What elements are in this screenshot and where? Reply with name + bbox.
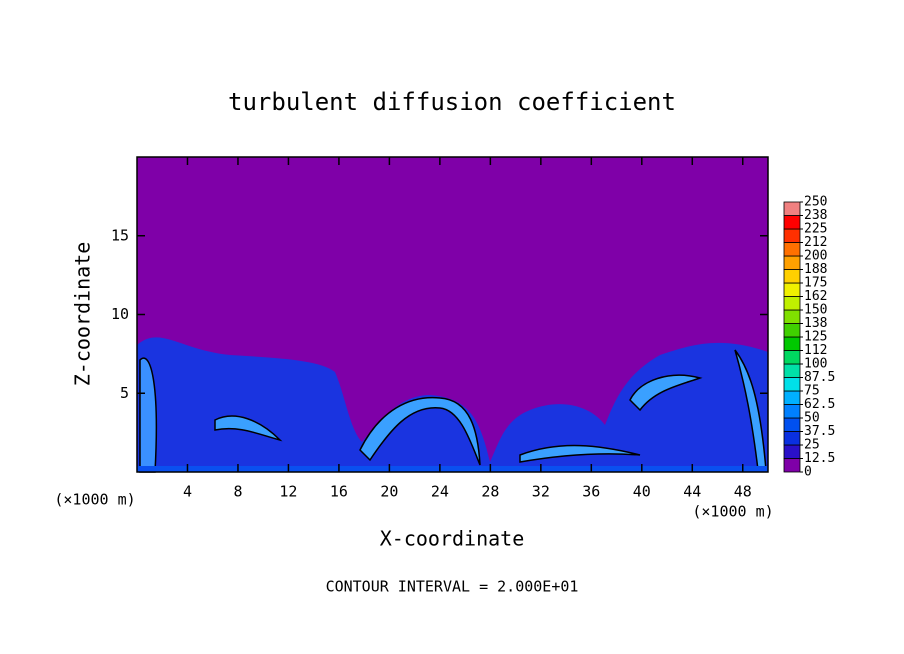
colorbar-segment: [783, 377, 801, 392]
field-region: [137, 466, 768, 472]
y-tick-label: 10: [111, 305, 129, 323]
y-axis-title: Z-coordinate: [71, 242, 95, 387]
colorbar-label: 225: [804, 222, 827, 237]
x-tick-label: 36: [582, 483, 600, 501]
x-tick-label: 4: [183, 483, 192, 501]
colorbar-segment: [783, 228, 801, 243]
colorbar-label: 75: [804, 384, 820, 399]
colorbar-label: 150: [804, 303, 827, 318]
x-tick-label: 16: [330, 483, 348, 501]
colorbar-label: 175: [804, 276, 827, 291]
colorbar-segment: [783, 255, 801, 270]
x-axis-title: X-coordinate: [380, 527, 525, 551]
y-unit-label: (×1000 m): [54, 491, 135, 509]
colorbar-label: 162: [804, 289, 827, 304]
colorbar-segment: [783, 417, 801, 432]
field-region: [629, 374, 703, 412]
colorbar-segment: [783, 350, 801, 365]
colorbar-label: 0: [804, 465, 812, 480]
field-region: [214, 415, 283, 442]
colorbar-segment: [783, 215, 801, 230]
colorbar-segment: [783, 444, 801, 459]
chart-title: turbulent diffusion coefficient: [228, 88, 676, 116]
x-tick-label: 48: [734, 483, 752, 501]
colorbar-segment: [783, 336, 801, 351]
colorbar-segment: [783, 282, 801, 297]
x-tick-label: 8: [233, 483, 242, 501]
colorbar-label: 25: [804, 438, 820, 453]
x-tick-label: 40: [633, 483, 651, 501]
y-tick-label: 15: [111, 226, 129, 244]
colorbar-segment: [783, 390, 801, 405]
colorbar-segment: [783, 363, 801, 378]
colorbar-segment: [783, 269, 801, 284]
colorbar-label: 200: [804, 249, 827, 264]
colorbar-label: 50: [804, 411, 820, 426]
field-pattern: [137, 337, 768, 473]
colorbar-label: 62.5: [804, 397, 835, 412]
colorbar-label: 212: [804, 235, 827, 250]
field-region: [519, 444, 641, 463]
colorbar-segment: [783, 431, 801, 446]
colorbar-label: 138: [804, 316, 827, 331]
colorbar-label: 238: [804, 208, 827, 223]
colorbar-label: 112: [804, 343, 827, 358]
x-tick-label: 28: [481, 483, 499, 501]
colorbar-label: 250: [804, 195, 827, 210]
colorbar-segment: [783, 201, 801, 216]
colorbar-segment: [783, 242, 801, 257]
x-tick-label: 44: [683, 483, 701, 501]
colorbar-segment: [783, 404, 801, 419]
x-tick-label: 24: [431, 483, 449, 501]
colorbar-segment: [783, 309, 801, 324]
colorbar-segment: [783, 296, 801, 311]
y-tick-label: 5: [120, 384, 129, 402]
field-region: [359, 396, 481, 466]
colorbar-segment: [783, 323, 801, 338]
x-tick-label: 12: [279, 483, 297, 501]
colorbar-label: 125: [804, 330, 827, 345]
colorbar-label: 37.5: [804, 424, 835, 439]
x-tick-label: 20: [380, 483, 398, 501]
footnote: CONTOUR INTERVAL = 2.000E+01: [326, 578, 579, 596]
x-tick-label: 32: [532, 483, 550, 501]
colorbar-segment: [783, 458, 801, 473]
colorbar-label: 87.5: [804, 370, 835, 385]
colorbar-label: 188: [804, 262, 827, 277]
colorbar-label: 100: [804, 357, 827, 372]
colorbar-label: 12.5: [804, 451, 835, 466]
x-unit-label: (×1000 m): [692, 503, 773, 521]
